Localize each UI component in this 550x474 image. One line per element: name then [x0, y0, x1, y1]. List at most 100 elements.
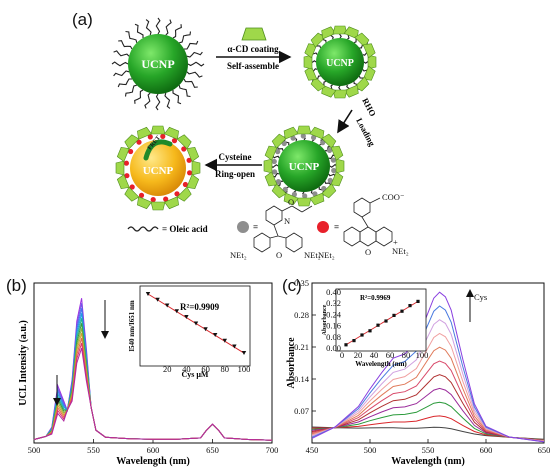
rho-dye-open: [163, 196, 169, 202]
chart-b-series-line: [33, 347, 273, 441]
chart-c-series-line: [311, 305, 545, 443]
inset-y-tick-label: 0.00: [326, 343, 341, 353]
oleic-chain: [155, 93, 161, 111]
rho-dye-open: [181, 146, 187, 152]
inset-x-tick-label: 0: [340, 350, 344, 360]
inset-point: [155, 297, 160, 302]
chart-c-inset: 0 20 40 60 80 100 0.000.080.16 0.240.320.40: [326, 287, 428, 360]
inset-point: [360, 333, 364, 337]
x-tick-label: 650: [206, 445, 219, 455]
inset-point: [400, 309, 404, 313]
rho-dye-open: [160, 133, 166, 139]
inset-point: [408, 304, 412, 308]
oleic-chain: [144, 92, 151, 109]
rho-dye-open: [171, 138, 178, 144]
rho-dye-closed: [300, 133, 306, 139]
rho-dye-closed: [331, 167, 337, 174]
inset-point: [203, 327, 208, 332]
rho-dye-closed: [291, 191, 297, 197]
inset-x-tick-label: 100: [416, 350, 429, 360]
inset-x-tick-label: 100: [238, 364, 251, 374]
panel-a-label: (a): [72, 10, 93, 29]
inset-point: [416, 299, 420, 303]
oleic-chain: [184, 40, 199, 50]
y-tick-label: 0.21: [294, 342, 309, 352]
rho-dye-open: [136, 139, 142, 145]
rho-dye-closed: [330, 157, 336, 163]
rho-dye-open: [147, 134, 153, 140]
rhodamine-open-structure: [343, 197, 393, 247]
panel-c-label: (c): [282, 276, 302, 295]
inset-y-tick-label: 0.32: [326, 298, 341, 308]
inset-point: [376, 323, 380, 327]
chart-c-xlabel: Wavelength (nm): [391, 456, 465, 467]
inset-x-tick-label: 60: [201, 364, 210, 374]
ucnp-core: [128, 34, 188, 94]
oleic-chain: [124, 84, 137, 97]
mol2-plus-label: +: [393, 237, 398, 247]
mol1-net2-right: NEt₂: [304, 250, 321, 260]
step1-bottom-label: Self-assemble: [227, 61, 279, 71]
inset-point: [193, 321, 199, 326]
chart-c-cys-label: Cys: [474, 292, 487, 302]
cyclodextrin-unit: [330, 145, 344, 161]
mol2-coo-label: COO⁻: [382, 192, 405, 202]
x-tick-label: 600: [480, 445, 493, 455]
inset-x-tick-label: 80: [221, 364, 230, 374]
rho-dye-open: [129, 184, 135, 190]
oleic-chain: [186, 51, 203, 58]
mol1-net2-left: NEt₂: [230, 250, 247, 260]
inset-point: [384, 319, 388, 323]
chart-c-series-line: [311, 415, 545, 441]
inset-point: [232, 344, 237, 349]
chart-c-series-line: [311, 332, 545, 442]
oleic-chain: [186, 71, 203, 78]
chart-c-series: [311, 291, 545, 443]
rho-dye-closed: [320, 140, 326, 146]
rho-dye-closed: [272, 169, 278, 175]
rho-dye-closed: [290, 135, 296, 141]
chart-b-inset-xlabel: Cys μM: [182, 370, 209, 379]
oleic-chain: [134, 23, 144, 38]
chart-b-xlabel: Wavelength (nm): [116, 456, 190, 467]
chart-c-series-line: [311, 360, 545, 442]
rho-dye-open: [187, 170, 193, 176]
x-tick-label: 650: [538, 445, 550, 455]
oleic-chain: [165, 19, 172, 36]
inset-x-tick-label: 40: [370, 350, 379, 360]
inset-point: [145, 292, 151, 296]
cyclodextrin-unit: [124, 186, 140, 202]
oleic-chain: [125, 30, 138, 43]
inset-x-tick-label: 20: [163, 364, 172, 374]
chart-c-inset-ylabel: Absorbance: [322, 304, 328, 335]
chart-b: 500 550 600 650 700 Wavelength (nm) UCL Inte…: [18, 282, 279, 467]
red-dot-equals: =: [334, 222, 339, 232]
x-tick-label: 700: [266, 445, 279, 455]
cyclodextrin-unit: [321, 133, 337, 149]
particle-label-4: UCNP: [143, 165, 174, 177]
rho-dye-closed: [312, 191, 318, 197]
inset-point: [344, 343, 348, 347]
chart-c-series-line: [311, 346, 545, 442]
cyclodextrin-unit: [116, 147, 130, 162]
oleic-acid-legend-icon: [127, 226, 159, 232]
mol1-o-ring-label: O: [276, 250, 282, 260]
chart-b-ylabel: UCL Intensity (a.u.): [18, 320, 29, 406]
y-tick-label: 0.07: [294, 406, 309, 416]
ucnp-cd-particle: [303, 25, 377, 99]
cyclodextrin-unit: [150, 201, 166, 211]
ucnp-cd-rho-particle: [263, 125, 345, 207]
cyclodextrin-unit: [296, 197, 312, 207]
inset-point: [368, 329, 372, 333]
cyclodextrin-unit: [186, 174, 200, 189]
cyclodextrin-unit: [335, 158, 345, 174]
cyclodextrin-unit: [191, 160, 201, 176]
cyclodextrin-unit: [176, 134, 192, 150]
y-tick-label: 0.28: [294, 310, 309, 320]
inset-y-tick-label: 0.16: [326, 321, 341, 331]
inset-point: [241, 351, 247, 356]
rho-dye-open: [123, 160, 129, 166]
rho-dye-open: [186, 157, 192, 163]
ucnp-oleic-particle: [111, 17, 205, 111]
chart-c-inset-xlabel: Wavelength (nm): [355, 360, 407, 368]
